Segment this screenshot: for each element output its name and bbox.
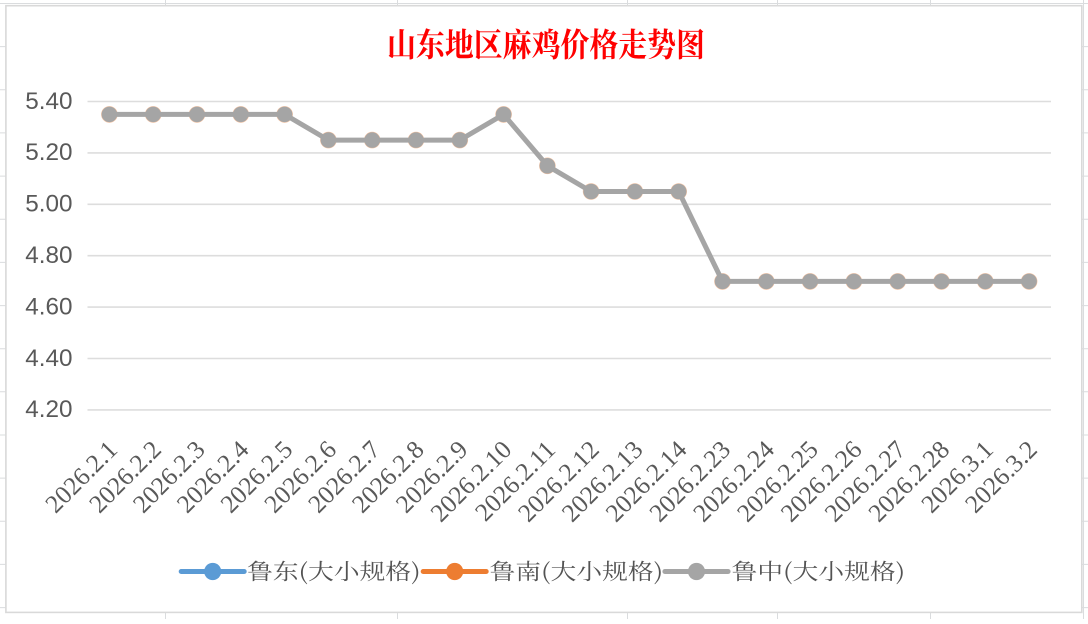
svg-text:4.80: 4.80 bbox=[25, 242, 72, 269]
svg-text:4.60: 4.60 bbox=[25, 293, 72, 320]
svg-text:5.20: 5.20 bbox=[25, 139, 72, 166]
svg-text:4.20: 4.20 bbox=[25, 396, 72, 423]
svg-text:5.00: 5.00 bbox=[25, 191, 72, 218]
svg-text:5.40: 5.40 bbox=[25, 88, 72, 115]
svg-text:4.40: 4.40 bbox=[25, 345, 72, 372]
